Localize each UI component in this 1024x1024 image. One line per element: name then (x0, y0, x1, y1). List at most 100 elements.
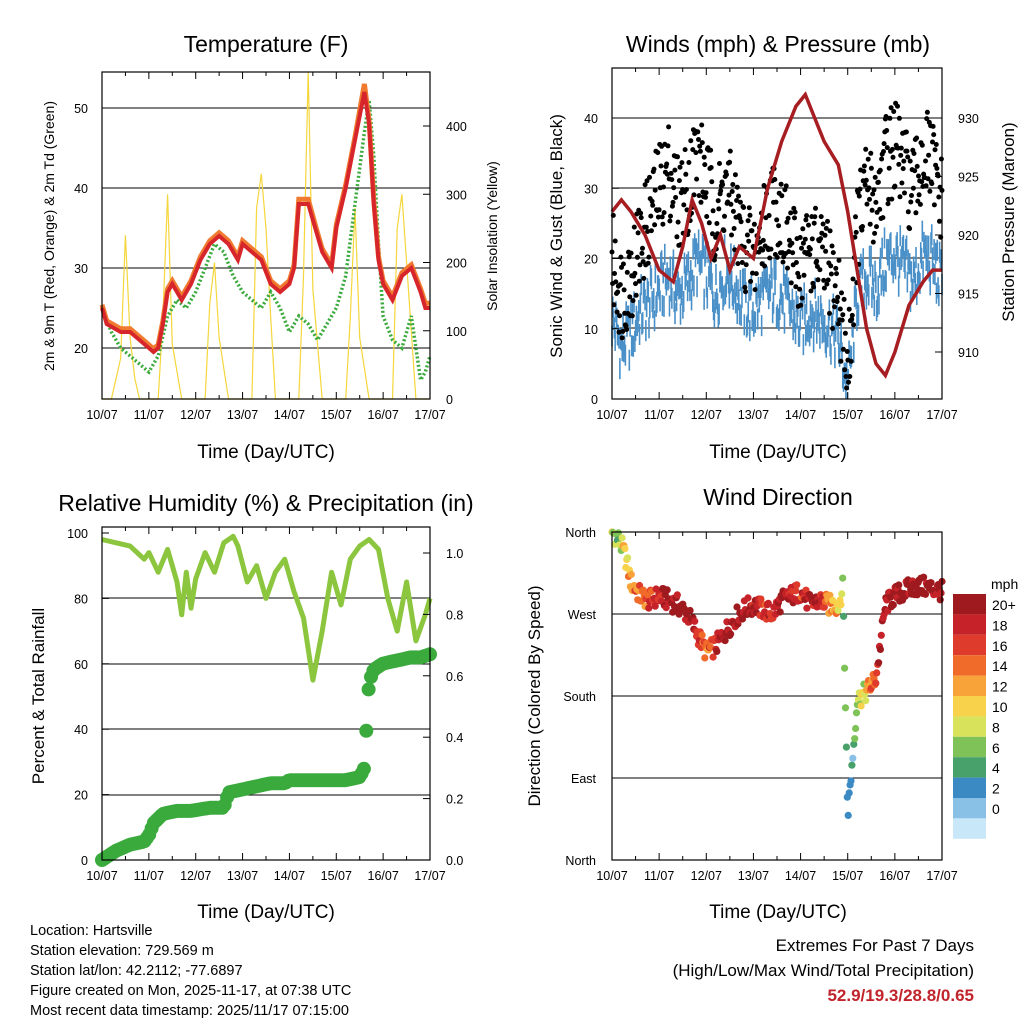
y2-tick-label: 925 (958, 171, 979, 185)
gust-point (753, 271, 759, 277)
direction-point (845, 789, 853, 797)
y2-tick-label: 0.4 (446, 731, 463, 745)
gust-point (797, 286, 803, 292)
gust-point (717, 161, 722, 166)
gust-point (760, 247, 766, 253)
gust-point (856, 193, 862, 199)
gust-point (661, 184, 666, 190)
gust-point (686, 160, 692, 165)
x-tick-label: 10/07 (86, 408, 117, 422)
direction-point (852, 709, 861, 717)
gust-point (867, 221, 873, 227)
gust-point (862, 182, 868, 188)
gust-point (664, 171, 670, 177)
gust-point (774, 254, 780, 260)
direction-point (706, 643, 715, 651)
x-tick-label: 11/07 (134, 869, 164, 883)
gust-point (699, 140, 705, 146)
gust-point (853, 214, 858, 220)
gust-point (611, 302, 617, 308)
gust-point (842, 367, 848, 373)
direction-point (803, 604, 811, 612)
gust-point (884, 128, 890, 133)
temp-9m-line (99, 83, 430, 353)
gust-point (873, 199, 879, 205)
gust-point (786, 249, 792, 255)
direction-point (877, 631, 885, 639)
gust-point (902, 190, 907, 196)
gust-point (908, 199, 914, 205)
winds-ylabel: Sonic Wind & Gust (Blue, Black) (547, 114, 566, 358)
y2-tick-label: 300 (446, 188, 467, 202)
gust-point (925, 176, 931, 182)
direction-point (627, 570, 635, 579)
gust-point (731, 226, 737, 231)
gust-point (732, 172, 738, 178)
direction-point (921, 590, 930, 598)
direction-point (621, 545, 629, 553)
gust-point (889, 146, 895, 152)
gust-point (697, 143, 703, 149)
gust-point (851, 322, 857, 328)
x-tick-label: 13/07 (227, 408, 258, 422)
gust-point (779, 193, 785, 199)
gust-point (722, 213, 727, 219)
gust-point (777, 240, 783, 246)
gust-point (704, 214, 710, 219)
x-tick-label: 16/07 (879, 408, 910, 422)
x-tick-label: 10/07 (596, 408, 627, 422)
winds-xlabel: Time (Day/UTC) (709, 442, 847, 463)
gust-point (617, 313, 623, 319)
extremes-box: Extremes For Past 7 Days (High/Low/Max W… (673, 933, 974, 1008)
gust-point (748, 278, 754, 284)
gust-point (930, 123, 936, 129)
direction-point (936, 596, 944, 604)
winds-ticks: 10/07 11/07 12/07 13/07 14/07 15/07 16/07 17/07… (584, 68, 979, 422)
gust-point (648, 228, 654, 234)
rainfall-point (361, 682, 376, 697)
gust-point (841, 296, 847, 302)
gust-point (835, 321, 841, 327)
direction-point (851, 735, 859, 743)
gust-point (675, 154, 680, 160)
x-tick-label: 10/07 (596, 869, 627, 883)
direction-xlabel: Time (Day/UTC) (709, 902, 847, 923)
gust-point (696, 193, 702, 199)
direction-tick-label: East (571, 772, 597, 786)
legend-title: mph (991, 576, 1018, 592)
gust-point (910, 185, 916, 191)
gust-point (817, 267, 823, 273)
gust-point (615, 289, 621, 295)
gust-point (849, 312, 855, 318)
legend-label: 14 (992, 658, 1008, 674)
x-tick-label: 14/07 (274, 869, 305, 883)
gust-point (823, 225, 829, 231)
gust-point (710, 231, 715, 237)
gust-point (703, 194, 708, 200)
gust-point (708, 165, 714, 170)
gust-point (864, 201, 870, 207)
gust-point (828, 271, 834, 277)
gust-point (872, 230, 878, 236)
gust-point (820, 244, 825, 250)
gust-point (612, 238, 618, 244)
gust-point (734, 184, 740, 190)
gust-point (750, 270, 755, 276)
gust-point (714, 221, 720, 226)
direction-point (850, 740, 858, 748)
gust-point (660, 221, 666, 227)
gust-point (636, 278, 642, 284)
direction-tick-label: North (565, 526, 596, 540)
gust-point (840, 346, 846, 352)
gust-point (821, 285, 827, 291)
gust-point (785, 215, 791, 221)
gust-point (844, 385, 850, 391)
gust-point (648, 213, 654, 219)
gust-point (898, 152, 904, 158)
y-tick-label: 0 (591, 393, 598, 407)
gust-point (726, 192, 732, 198)
station-latlon: Station lat/lon: 42.2112; -77.6897 (30, 963, 243, 979)
direction-point (876, 645, 885, 654)
recent-timestamp: Most recent data timestamp: 2025/11/17 0… (30, 1003, 349, 1019)
gust-point (788, 210, 794, 216)
